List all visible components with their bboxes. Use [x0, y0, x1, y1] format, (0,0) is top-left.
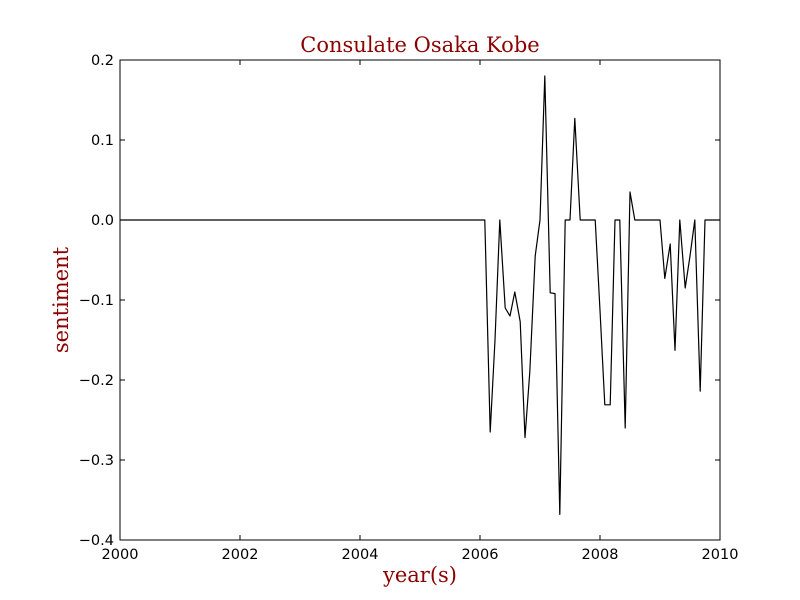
y-tick-label: 0.2: [91, 53, 114, 69]
chart-title: Consulate Osaka Kobe: [300, 33, 539, 57]
y-tick-label: −0.3: [79, 453, 114, 469]
x-axis-label: year(s): [382, 563, 457, 587]
y-tick-label: −0.1: [79, 293, 114, 309]
y-tick-label: −0.4: [79, 533, 114, 549]
x-tick-label: 2010: [702, 547, 739, 563]
series-line: [120, 75, 720, 516]
y-tick-label: 0.1: [91, 133, 114, 149]
y-axis-label: sentiment: [49, 246, 73, 353]
x-tick-label: 2004: [342, 547, 379, 563]
x-tick-label: 2002: [222, 547, 259, 563]
x-tick-label: 2000: [102, 547, 139, 563]
y-axis: −0.4 −0.3 −0.2 −0.1 0.0 0.1 0.2: [79, 53, 720, 549]
x-tick-label: 2008: [582, 547, 619, 563]
x-axis: 2000 2002 2004 2006 2008 2010: [102, 60, 739, 563]
y-tick-label: 0.0: [91, 213, 114, 229]
plot-frame: [119, 59, 721, 541]
x-tick-label: 2006: [462, 547, 499, 563]
series-layer: [120, 75, 720, 516]
y-tick-label: −0.2: [79, 373, 114, 389]
